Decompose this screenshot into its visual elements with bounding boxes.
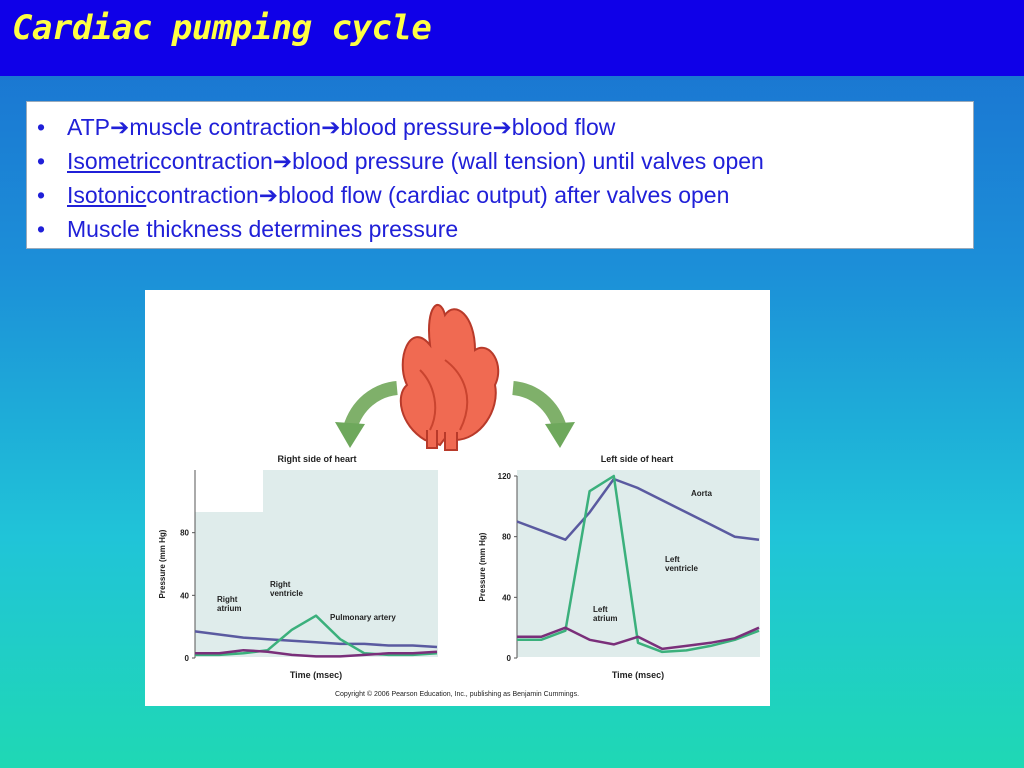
y-tick-label: 40 (502, 593, 511, 602)
series-annotation: Right atrium (217, 595, 241, 613)
bullet-text: blood flow (511, 114, 616, 140)
bullet-item: • Isotonic contraction ➔ blood flow (car… (37, 178, 973, 212)
y-axis-label: Pressure (mm Hg) (158, 529, 167, 598)
bullet-item: • Isometric contraction ➔ blood pressure… (37, 144, 973, 178)
bullet-link-isometric[interactable]: Isometric (67, 148, 161, 174)
arrow-icon: ➔ (110, 114, 130, 140)
series-annotation: Pulmonary artery (330, 613, 396, 622)
arrow-icon: ➔ (321, 114, 341, 140)
chart-panel (263, 470, 438, 657)
cardiac-figure: 0 40 80 Right atrium Right ventricle Pulmonary … (145, 290, 770, 706)
series-annotation: Right ventricle (270, 580, 303, 598)
bullet-dot: • (37, 216, 46, 242)
series-annotation: Left atrium (593, 605, 617, 623)
bullet-link-isotonic[interactable]: Isotonic (67, 182, 147, 208)
y-tick-label: 120 (498, 472, 512, 481)
bullet-item: • ATP ➔ muscle contraction ➔ blood press… (37, 110, 973, 144)
series-line (517, 626, 760, 651)
series-line (194, 630, 438, 649)
bullet-dot: • (37, 114, 46, 140)
heart-icon (399, 304, 500, 451)
y-tick-label: 0 (507, 654, 512, 663)
chart-title: Left side of heart (601, 454, 674, 464)
bullet-text: muscle contraction (129, 114, 322, 140)
y-tick-label: 40 (180, 591, 189, 600)
x-axis-label: Time (msec) (290, 670, 342, 680)
y-tick-label: 0 (185, 654, 190, 663)
bullet-dot: • (37, 148, 46, 174)
arrow-icon: ➔ (272, 148, 293, 174)
arrow-left-icon (335, 381, 399, 448)
chart-panel (517, 470, 760, 657)
figure-svg: 0 40 80 Right atrium Right ventricle Pulmonary … (158, 304, 760, 698)
series-line (195, 614, 438, 657)
bullet-text: ATP (67, 114, 111, 140)
series-annotation: Aorta (691, 489, 712, 498)
bullet-dot: • (37, 182, 46, 208)
bullet-text: contraction (146, 182, 259, 208)
slide-title: Cardiac pumping cycle (12, 8, 432, 48)
chart-left-side: 0 40 80 120 Aorta Left ventricle Left atrium Left… (478, 454, 760, 680)
bullet-text: blood flow (cardiac output) after valves… (278, 182, 730, 208)
series-line (516, 477, 760, 541)
chart-title: Right side of heart (277, 454, 356, 464)
arrow-right-icon (511, 381, 575, 448)
series-line (517, 474, 760, 654)
chart-right-side: 0 40 80 Right atrium Right ventricle Pulmonary … (158, 454, 438, 680)
bullet-item: • Muscle thickness determines pressure (37, 212, 973, 246)
bullet-text: Muscle thickness determines pressure (67, 216, 459, 242)
bullet-text: contraction (160, 148, 273, 174)
bullet-list: • ATP ➔ muscle contraction ➔ blood press… (26, 101, 974, 249)
bullet-text: blood pressure (wall tension) until valv… (292, 148, 764, 174)
x-axis-label: Time (msec) (612, 670, 664, 680)
y-tick-label: 80 (180, 529, 189, 538)
arrow-icon: ➔ (492, 114, 512, 140)
series-line (195, 648, 438, 658)
arrow-icon: ➔ (258, 182, 279, 208)
y-tick-label: 80 (502, 533, 511, 542)
copyright-text: Copyright © 2006 Pearson Education, Inc.… (335, 690, 579, 698)
title-bar: Cardiac pumping cycle (0, 0, 1024, 76)
series-annotation: Left ventricle (665, 555, 698, 573)
bullet-text: blood pressure (340, 114, 493, 140)
y-axis-label: Pressure (mm Hg) (478, 532, 487, 601)
